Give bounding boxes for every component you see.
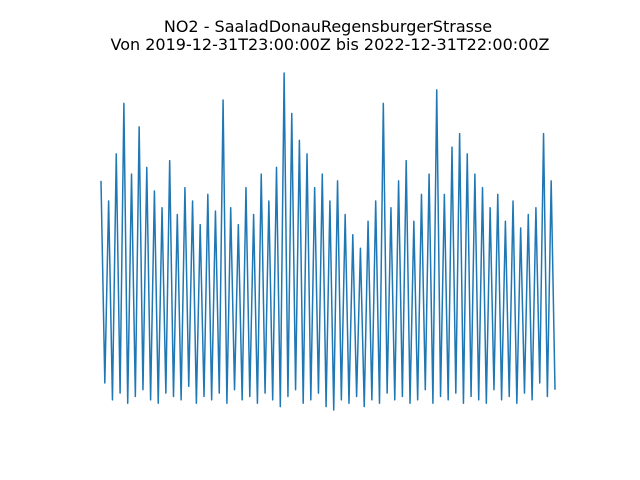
chart-title: NO2 - SaaladDonauRegensburgerStrasse	[164, 17, 492, 36]
data-line	[100, 72, 556, 411]
chart-subtitle: Von 2019-12-31T23:00:00Z bis 2022-12-31T…	[111, 35, 550, 54]
